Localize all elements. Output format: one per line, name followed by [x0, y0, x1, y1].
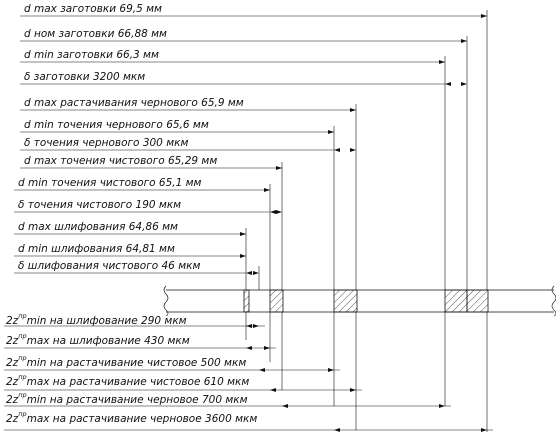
- top-dimension-label: δ заготовки 3200 мкм: [24, 71, 145, 83]
- leader-arrow: [461, 39, 467, 43]
- allowance-superscript: пр: [18, 391, 26, 399]
- top-dimension-label: d max точения чистового 65,29 мм: [24, 155, 217, 167]
- leader-arrow: [276, 166, 282, 170]
- part-body: [166, 290, 554, 312]
- allowance-prefix: 2z: [6, 315, 19, 327]
- leader-arrow: [240, 254, 246, 258]
- allowance-prefix: 2z: [6, 413, 19, 425]
- allowance-prefix: 2z: [6, 394, 19, 406]
- allowance-text: max на шлифование 430 мкм: [27, 335, 190, 347]
- allowance-superscript: пр: [18, 410, 26, 418]
- allowance-text: min на шлифование 290 мкм: [27, 315, 187, 327]
- allowance-label: 2zпрmin на растачивание чистовое 500 мкм: [6, 354, 246, 369]
- top-dimension-label: δ точения чистового 190 мкм: [18, 199, 181, 211]
- allowance-arrow: [259, 368, 265, 372]
- allowance-label: 2zпрmax на растачивание черновое 3600 мк…: [6, 410, 257, 425]
- leader-arrow: [240, 232, 246, 236]
- allowance-arrow: [439, 404, 445, 408]
- top-dimension-label: d min заготовки 66,3 мм: [24, 49, 159, 61]
- leader-arrow: [481, 14, 487, 18]
- top-dimension-label: d min шлифования 64,81 мм: [18, 243, 175, 255]
- allowance-arrow: [282, 404, 288, 408]
- leader-arrow: [276, 210, 282, 214]
- top-dimension-label: d min точения чистового 65,1 мм: [18, 177, 202, 189]
- allowance-label: 2zпрmax на растачивание чистовое 610 мкм: [6, 373, 249, 388]
- part-section: [163, 285, 556, 317]
- leader-arrow: [246, 271, 252, 275]
- tolerance-zone: [466, 289, 489, 313]
- leader-arrow: [328, 130, 334, 134]
- allowance-prefix: 2z: [6, 376, 19, 388]
- tolerance-zone: [444, 289, 468, 313]
- top-dimension-group: d max заготовки 69,5 мм d ном заготовки 6…: [14, 3, 488, 432]
- allowance-arrow: [246, 324, 252, 328]
- leader-arrow: [253, 271, 259, 275]
- allowance-text: min на растачивание чистовое 500 мкм: [27, 357, 247, 369]
- leader-arrow: [334, 148, 340, 152]
- allowance-text: max на растачивание черновое 3600 мкм: [27, 413, 258, 425]
- top-dimension-label: δ шлифования чистового 46 мкм: [18, 260, 200, 272]
- tolerance-zone: [243, 289, 250, 313]
- allowance-superscript: пр: [18, 354, 26, 362]
- leader-arrow: [461, 82, 467, 86]
- allowance-arrow: [350, 388, 356, 392]
- allowance-arrow: [334, 428, 340, 432]
- allowance-text: max на растачивание чистовое 610 мкм: [27, 376, 250, 388]
- top-dimension-label: d min точения чернового 65,6 мм: [24, 119, 209, 131]
- tolerance-zone: [269, 289, 284, 313]
- leader-arrow: [264, 188, 270, 192]
- allowance-prefix: 2z: [6, 357, 19, 369]
- allowance-superscript: пр: [18, 332, 26, 340]
- leader-arrow: [270, 210, 276, 214]
- leader-arrow: [350, 148, 356, 152]
- top-dimension-label: d max шлифования 64,86 мм: [18, 221, 178, 233]
- allowance-label: 2zпрmax на шлифование 430 мкм: [6, 332, 190, 347]
- allowance-arrow: [246, 346, 252, 350]
- leader-arrow: [350, 108, 356, 112]
- allowance-arrow: [264, 346, 270, 350]
- top-dimension-label: d ном заготовки 66,88 мм: [24, 28, 167, 40]
- allowance-arrow: [270, 388, 276, 392]
- allowance-arrow: [328, 368, 334, 372]
- top-dimension-label: d max растачивания чернового 65,9 мм: [24, 97, 244, 109]
- allowance-label: 2zпрmin на растачивание черновое 700 мкм: [6, 391, 248, 406]
- tolerance-zone: [333, 289, 358, 313]
- leader-arrow: [445, 82, 451, 86]
- allowance-text: min на растачивание черновое 700 мкм: [27, 394, 248, 406]
- allowance-superscript: пр: [18, 312, 26, 320]
- leader-arrow: [439, 60, 445, 64]
- allowance-label: 2zпрmin на шлифование 290 мкм: [6, 312, 187, 327]
- break-line-left: [163, 285, 169, 317]
- top-dimension-label: d max заготовки 69,5 мм: [24, 3, 162, 15]
- allowance-arrow: [481, 428, 487, 432]
- allowance-superscript: пр: [18, 373, 26, 381]
- allowance-arrow: [253, 324, 259, 328]
- top-dimension-label: δ точения чернового 300 мкм: [24, 137, 188, 149]
- allowance-prefix: 2z: [6, 335, 19, 347]
